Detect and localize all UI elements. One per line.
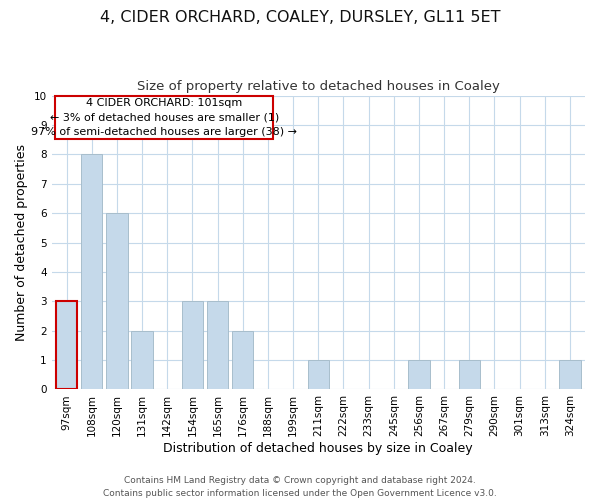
Bar: [131, 330, 153, 390]
Bar: [559, 360, 581, 390]
Bar: [106, 213, 128, 390]
Bar: [81, 154, 103, 390]
FancyBboxPatch shape: [55, 96, 273, 139]
Bar: [408, 360, 430, 390]
Bar: [308, 360, 329, 390]
Bar: [56, 302, 77, 390]
Bar: [207, 302, 229, 390]
Bar: [458, 360, 480, 390]
Text: 4 CIDER ORCHARD: 101sqm
← 3% of detached houses are smaller (1)
97% of semi-deta: 4 CIDER ORCHARD: 101sqm ← 3% of detached…: [31, 98, 297, 137]
X-axis label: Distribution of detached houses by size in Coaley: Distribution of detached houses by size …: [163, 442, 473, 455]
Y-axis label: Number of detached properties: Number of detached properties: [15, 144, 28, 341]
Bar: [182, 302, 203, 390]
Text: 4, CIDER ORCHARD, COALEY, DURSLEY, GL11 5ET: 4, CIDER ORCHARD, COALEY, DURSLEY, GL11 …: [100, 10, 500, 25]
Text: Contains HM Land Registry data © Crown copyright and database right 2024.
Contai: Contains HM Land Registry data © Crown c…: [103, 476, 497, 498]
Bar: [232, 330, 253, 390]
Title: Size of property relative to detached houses in Coaley: Size of property relative to detached ho…: [137, 80, 500, 93]
